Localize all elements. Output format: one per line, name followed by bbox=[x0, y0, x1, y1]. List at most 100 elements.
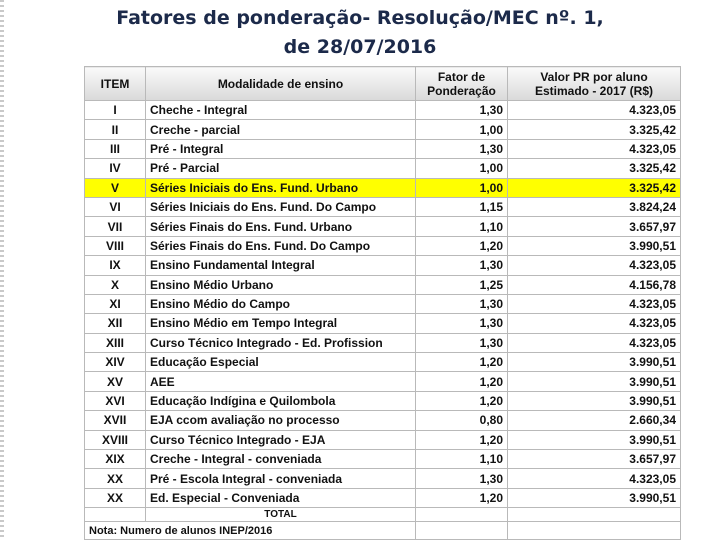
column-header: Modalidade de ensino bbox=[145, 66, 416, 101]
table-row: XII Ensino Médio em Tempo Integral 1,30 4.3… bbox=[84, 313, 681, 334]
table-cell bbox=[84, 507, 146, 523]
table-row: VI Séries Iniciais do Ens. Fund. Do Campo… bbox=[84, 196, 681, 218]
table-cell: IV bbox=[84, 158, 146, 179]
table-cell: Ensino Fundamental Integral bbox=[145, 255, 416, 276]
table-row: VII Séries Finais do Ens. Fund. Urbano 1,1… bbox=[84, 216, 681, 237]
table-cell: VII bbox=[84, 216, 146, 237]
table-cell: 3.990,51 bbox=[507, 487, 681, 509]
title-line: Fatores de ponderação- Resolução/MEC nº.… bbox=[116, 7, 604, 29]
table-cell: 4.323,05 bbox=[507, 468, 681, 489]
table-cell: Ensino Médio em Tempo Integral bbox=[145, 313, 416, 334]
table-cell: Curso Técnico Integrado - Ed. Profission bbox=[145, 332, 416, 354]
table-cell: Pré - Parcial bbox=[145, 158, 416, 179]
table-cell: 3.657,97 bbox=[507, 449, 681, 470]
table-cell: 3.990,51 bbox=[507, 390, 681, 412]
table-cell: 4.323,05 bbox=[507, 255, 681, 276]
table-cell: 3.990,51 bbox=[507, 352, 681, 373]
table-cell: 3.325,42 bbox=[507, 177, 681, 198]
table-cell: 1,20 bbox=[415, 487, 508, 509]
table-row: XX Pré - Escola Integral - conveniada 1,30… bbox=[84, 468, 681, 489]
table-cell: 1,00 bbox=[415, 158, 508, 179]
table-row: IV Pré - Parcial 1,00 3.325,42 bbox=[84, 158, 681, 179]
table-cell: Educação Especial bbox=[145, 352, 416, 373]
table-cell: 1,20 bbox=[415, 352, 508, 373]
note-row: Nota: Numero de alunos INEP/2016 bbox=[84, 521, 681, 540]
table-row: XX Ed. Especial - Conveniada 1,20 3.990,51 bbox=[84, 487, 681, 509]
decor-stripe bbox=[0, 0, 4, 540]
table-cell: 1,20 bbox=[415, 429, 508, 451]
table-cell: Cheche - Integral bbox=[145, 99, 416, 121]
table-row: XV AEE 1,20 3.990,51 bbox=[84, 371, 681, 392]
table-cell bbox=[415, 521, 508, 540]
table-cell: XVII bbox=[84, 410, 146, 431]
table-cell: IX bbox=[84, 255, 146, 276]
table-cell: II bbox=[84, 119, 146, 140]
note: Nota: Numero de alunos INEP/2016 bbox=[84, 521, 416, 540]
table-cell: 1,30 bbox=[415, 468, 508, 489]
total-label: TOTAL bbox=[145, 507, 416, 523]
table-cell: Séries Iniciais do Ens. Fund. Do Campo bbox=[145, 196, 416, 218]
table-row: XIX Creche - Integral - conveniada 1,10 3.6… bbox=[84, 449, 681, 470]
table-cell: 4.323,05 bbox=[507, 313, 681, 334]
table-row: V Séries Iniciais do Ens. Fund. Urbano 1,0… bbox=[84, 177, 681, 198]
table-cell: 1,30 bbox=[415, 138, 508, 160]
table-cell: Pré - Integral bbox=[145, 138, 416, 160]
table-cell: Séries Iniciais do Ens. Fund. Urbano bbox=[145, 177, 416, 198]
table-cell: XIV bbox=[84, 352, 146, 373]
table-cell: XVIII bbox=[84, 429, 146, 451]
table-row: I Cheche - Integral 1,30 4.323,05 bbox=[84, 99, 681, 121]
table-cell: Educação Indígina e Quilombola bbox=[145, 390, 416, 412]
table-cell: VI bbox=[84, 196, 146, 218]
table-row: VIII Séries Finais do Ens. Fund. Do Campo… bbox=[84, 235, 681, 257]
table-cell: 2.660,34 bbox=[507, 410, 681, 431]
table-cell: 1,20 bbox=[415, 235, 508, 257]
table-cell: 1,00 bbox=[415, 177, 508, 198]
table-cell: 1,20 bbox=[415, 371, 508, 392]
table-cell: 0,80 bbox=[415, 410, 508, 431]
table-cell: 4.323,05 bbox=[507, 99, 681, 121]
table-cell: Curso Técnico Integrado - EJA bbox=[145, 429, 416, 451]
table-cell: Séries Finais do Ens. Fund. Do Campo bbox=[145, 235, 416, 257]
table-cell: Séries Finais do Ens. Fund. Urbano bbox=[145, 216, 416, 237]
table-cell: 3.990,51 bbox=[507, 235, 681, 257]
header-row: ITEM Modalidade de ensino Fator de Pondera… bbox=[84, 66, 681, 101]
table-cell: 3.990,51 bbox=[507, 429, 681, 451]
table-cell: 1,30 bbox=[415, 332, 508, 354]
table-cell: 4.323,05 bbox=[507, 138, 681, 160]
table-cell: 1,30 bbox=[415, 313, 508, 334]
table-body: I Cheche - Integral 1,30 4.323,05 II Creche -… bbox=[84, 99, 681, 540]
table-cell: 1,25 bbox=[415, 274, 508, 295]
table-cell: Creche - parcial bbox=[145, 119, 416, 140]
table-cell: 4.323,05 bbox=[507, 332, 681, 354]
table-cell: Ed. Especial - Conveniada bbox=[145, 487, 416, 509]
table-cell: Pré - Escola Integral - conveniada bbox=[145, 468, 416, 489]
table-row: II Creche - parcial 1,00 3.325,42 bbox=[84, 119, 681, 140]
table-row: XVI Educação Indígina e Quilombola 1,20 3.9… bbox=[84, 390, 681, 412]
table-cell: VIII bbox=[84, 235, 146, 257]
total-row: TOTAL bbox=[84, 507, 681, 523]
table-cell: XIX bbox=[84, 449, 146, 470]
table-row: XI Ensino Médio do Campo 1,30 4.323,05 bbox=[84, 293, 681, 315]
table-cell: 1,30 bbox=[415, 293, 508, 315]
table: ITEM Modalidade de ensino Fator de Pondera… bbox=[84, 66, 681, 540]
table-cell: 3.824,24 bbox=[507, 196, 681, 218]
table-cell: XV bbox=[84, 371, 146, 392]
table-cell: 1,15 bbox=[415, 196, 508, 218]
table-cell: 4.156,78 bbox=[507, 274, 681, 295]
column-header: Valor PR por aluno Estimado - 2017 (R$) bbox=[507, 66, 681, 101]
table-cell: XX bbox=[84, 487, 146, 509]
table-row: III Pré - Integral 1,30 4.323,05 bbox=[84, 138, 681, 160]
table-row: XIII Curso Técnico Integrado - Ed. Profis… bbox=[84, 332, 681, 354]
table-cell: EJA ccom avaliação no processo bbox=[145, 410, 416, 431]
column-header: ITEM bbox=[84, 66, 146, 101]
table-row: XVIII Curso Técnico Integrado - EJA 1,20 3.… bbox=[84, 429, 681, 451]
table-cell: 1,20 bbox=[415, 390, 508, 412]
table-cell: Creche - Integral - conveniada bbox=[145, 449, 416, 470]
table-cell: 3.325,42 bbox=[507, 158, 681, 179]
table-cell: 1,10 bbox=[415, 449, 508, 470]
table-cell: 3.657,97 bbox=[507, 216, 681, 237]
table-cell: 1,10 bbox=[415, 216, 508, 237]
table-cell: X bbox=[84, 274, 146, 295]
table-row: X Ensino Médio Urbano 1,25 4.156,78 bbox=[84, 274, 681, 295]
